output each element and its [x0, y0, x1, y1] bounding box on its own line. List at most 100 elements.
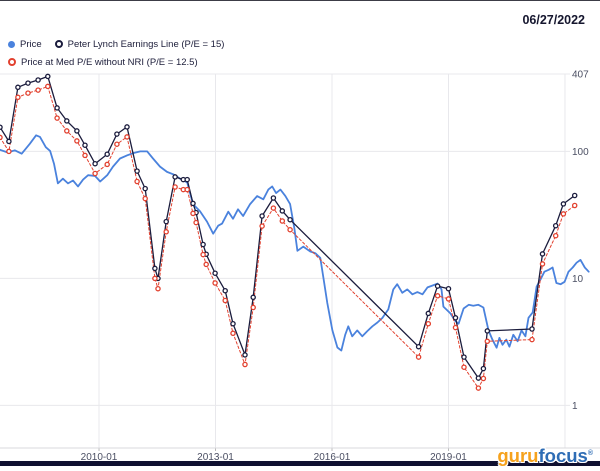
- data-point-marker: [6, 148, 12, 155]
- data-point-marker: [64, 118, 70, 124]
- legend-item-med-pe[interactable]: Price at Med P/E without NRI (P/E = 12.5…: [8, 57, 198, 68]
- gurufocus-logo: gurufocus®: [497, 444, 593, 466]
- data-point-marker: [259, 223, 265, 229]
- y-axis-label-1: 1: [572, 401, 578, 412]
- series-line-price: [0, 134, 590, 352]
- registered-mark-icon: ®: [587, 450, 593, 457]
- data-point-marker: [35, 77, 41, 83]
- data-point-marker: [104, 161, 110, 168]
- data-point-marker: [434, 283, 441, 289]
- data-point-marker: [193, 219, 199, 226]
- legend-label-peter-lynch: Peter Lynch Earnings Line (P/E = 15): [67, 38, 225, 50]
- data-point-marker: [480, 365, 487, 372]
- data-point-marker: [184, 176, 190, 183]
- data-point-marker: [270, 195, 277, 201]
- data-point-marker: [200, 241, 206, 248]
- data-point-marker: [134, 168, 140, 174]
- data-point-marker: [529, 326, 535, 332]
- data-point-marker: [25, 90, 31, 96]
- data-point-marker: [230, 320, 236, 327]
- data-point-marker: [539, 251, 546, 257]
- legend-row-2: Price at Med P/E without NRI (P/E = 12.5…: [8, 53, 237, 71]
- data-point-marker: [484, 338, 491, 345]
- data-point-marker: [452, 324, 459, 331]
- data-point-marker: [45, 83, 51, 90]
- y-axis-label-10: 10: [572, 274, 584, 285]
- data-point-marker: [0, 124, 3, 130]
- data-point-marker: [0, 134, 3, 141]
- data-point-marker: [287, 226, 293, 233]
- legend-row-1: Price Peter Lynch Earnings Line (P/E = 1…: [8, 35, 237, 53]
- data-point-marker: [104, 151, 110, 157]
- data-point-marker: [25, 80, 31, 86]
- data-point-marker: [82, 142, 88, 148]
- data-point-marker: [15, 84, 21, 91]
- data-point-marker: [184, 186, 190, 193]
- data-point-marker: [212, 280, 218, 286]
- data-point-marker: [425, 320, 432, 327]
- legend-item-price[interactable]: Price: [8, 39, 42, 50]
- data-point-marker: [425, 310, 432, 317]
- data-point-marker: [250, 294, 256, 301]
- data-point-marker: [152, 265, 158, 272]
- data-point-marker: [571, 192, 578, 199]
- data-point-marker: [230, 330, 236, 337]
- data-point-marker: [552, 222, 559, 229]
- data-point-marker: [142, 185, 148, 192]
- data-point-marker: [222, 297, 228, 304]
- data-point-marker: [74, 128, 80, 134]
- price-series-marker-icon: [8, 40, 15, 48]
- x-axis-label-2013-01: 2013-01: [197, 452, 234, 463]
- data-point-marker: [560, 211, 567, 217]
- data-point-marker: [163, 229, 169, 235]
- x-axis-label-2019-01: 2019-01: [430, 452, 467, 463]
- data-point-marker: [560, 201, 567, 207]
- data-point-marker: [114, 141, 120, 147]
- chart-legend: Price Peter Lynch Earnings Line (P/E = 1…: [8, 35, 237, 71]
- legend-label-price: Price: [20, 38, 42, 50]
- data-point-marker: [163, 218, 169, 225]
- data-point-marker: [35, 87, 41, 93]
- data-point-marker: [6, 138, 12, 145]
- lynch-series-marker-icon: [54, 40, 63, 48]
- data-point-marker: [124, 134, 130, 140]
- data-point-marker: [287, 216, 293, 223]
- medpe-series-marker-icon: [8, 58, 16, 66]
- data-point-marker: [552, 232, 559, 239]
- data-point-marker: [415, 354, 422, 360]
- data-point-marker: [222, 287, 228, 294]
- data-point-marker: [279, 208, 286, 214]
- data-point-marker: [445, 285, 452, 292]
- data-point-marker: [92, 170, 98, 177]
- data-point-marker: [475, 385, 482, 391]
- data-point-marker: [54, 115, 60, 121]
- legend-item-peter-lynch-line[interactable]: Peter Lynch Earnings Line (P/E = 15): [54, 38, 225, 50]
- data-point-marker: [571, 202, 578, 209]
- data-point-marker: [484, 328, 491, 334]
- y-axis-label-407: 407: [572, 70, 589, 81]
- data-point-marker: [434, 293, 441, 299]
- logo-guru-text: guru: [497, 445, 539, 467]
- data-point-marker: [64, 128, 70, 134]
- data-point-marker: [259, 213, 265, 219]
- data-point-marker: [124, 124, 130, 130]
- data-point-marker: [114, 131, 120, 137]
- data-point-marker: [82, 152, 88, 159]
- x-axis-label-2010-01: 2010-01: [81, 452, 118, 463]
- as-of-date: 06/27/2022: [522, 13, 585, 27]
- data-point-marker: [134, 178, 140, 185]
- data-point-marker: [445, 296, 452, 302]
- data-point-marker: [415, 343, 422, 350]
- y-axis-label-100: 100: [572, 147, 589, 158]
- data-point-marker: [539, 261, 546, 267]
- data-point-marker: [45, 73, 51, 80]
- data-point-marker: [279, 218, 286, 224]
- data-point-marker: [270, 205, 277, 211]
- x-axis-label-2016-01: 2016-01: [314, 452, 351, 463]
- data-point-marker: [92, 160, 98, 167]
- data-point-marker: [152, 275, 158, 282]
- data-point-marker: [529, 336, 535, 343]
- data-point-marker: [212, 270, 218, 276]
